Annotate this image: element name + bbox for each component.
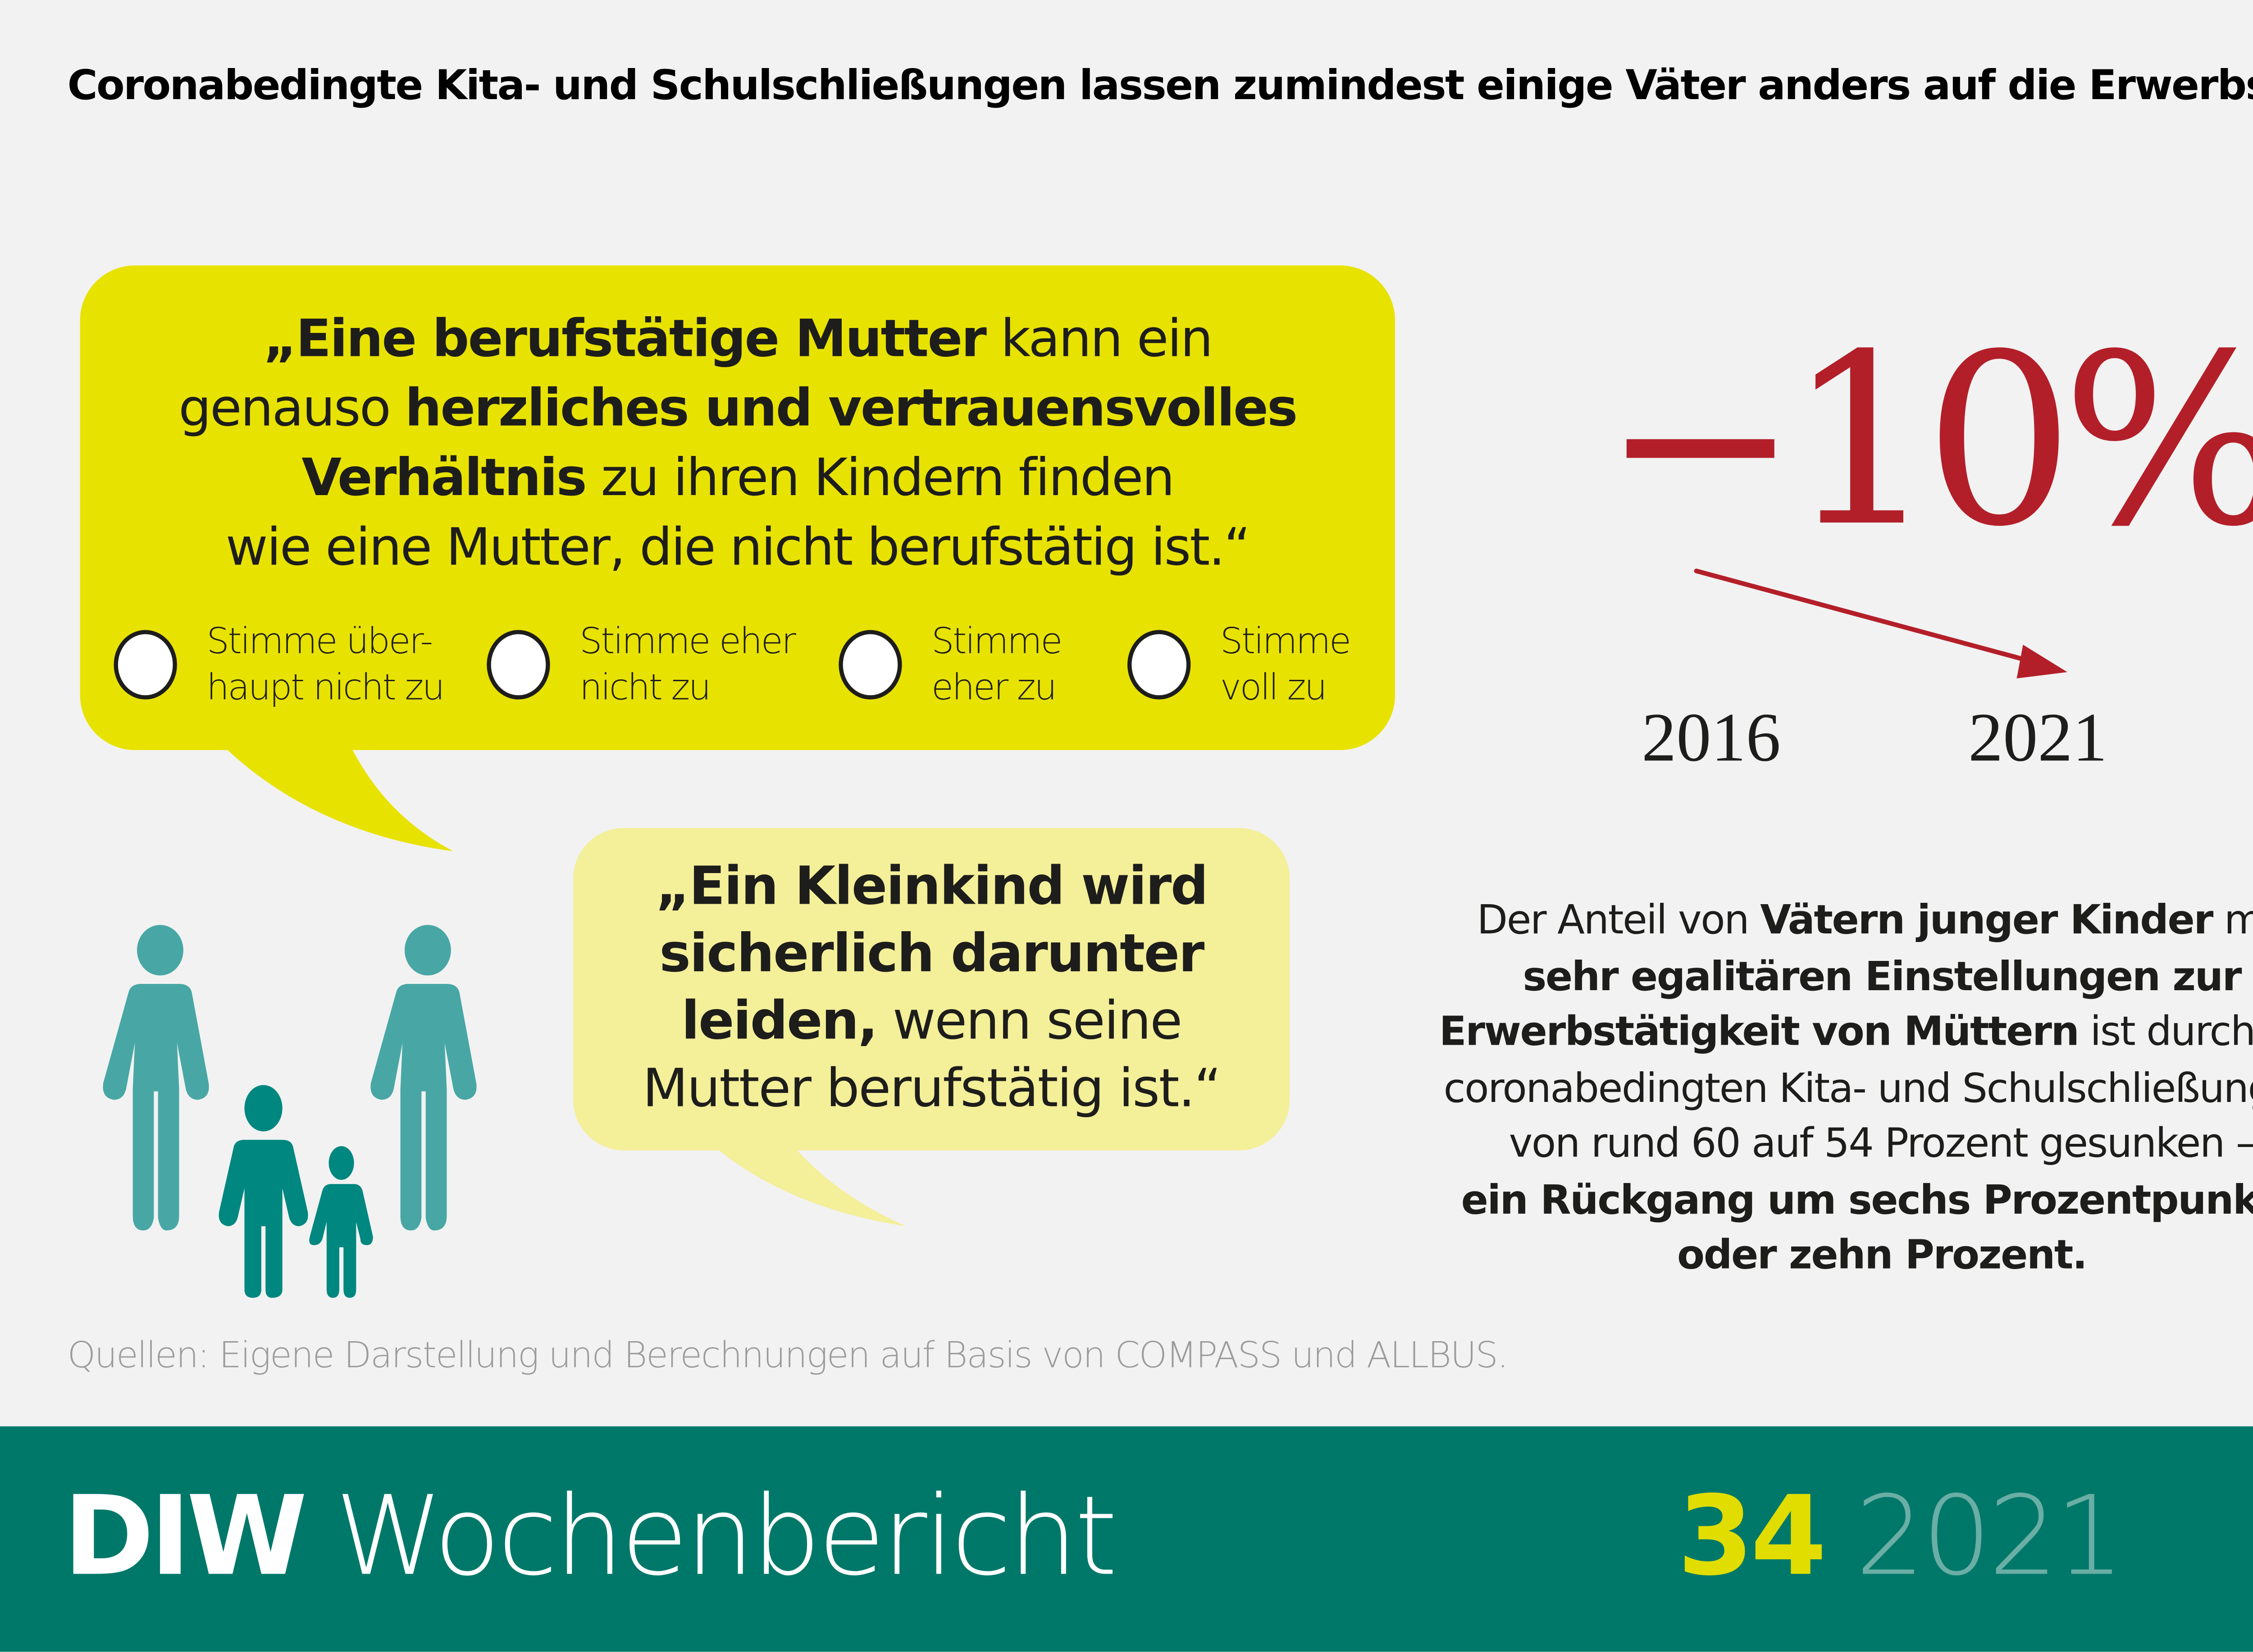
downward-trend-arrow-icon [1694, 569, 2067, 678]
bold-run: Erwerbstätigkeit von Müttern [1439, 1009, 2080, 1056]
publication-title: DIW Wochenbericht [63, 1469, 1117, 1608]
text-line: oder zehn Prozent. [1349, 1229, 2253, 1284]
bold-run: Verhältnis [301, 446, 587, 508]
percent-change-value: −10% [1601, 305, 2253, 580]
bold-run: sicherlich darunter [659, 923, 1204, 984]
radio-circle-icon[interactable] [487, 630, 550, 700]
footer-band: DIW Wochenbericht 34 2021 DIW BERLIN [0, 1426, 2253, 1652]
text-run: zu ihren Kindern finden [585, 446, 1175, 508]
text-run: ist durch die [2090, 1009, 2253, 1056]
text-line: Mutter berufstätig ist.“ [573, 1056, 1290, 1123]
bold-run: „Ein Kleinkind wird [655, 855, 1209, 917]
issue-label: 34 2021 [1677, 1469, 2125, 1608]
year-end: 2021 [1968, 701, 2107, 778]
text-line: genauso herzliches und vertrauensvolles [80, 373, 1395, 442]
speech-bubble-working-mother: „Eine berufstätige Mutter kann ein genaus… [80, 265, 1395, 750]
text-line: leiden, wenn seine [573, 988, 1290, 1056]
bold-run: sehr egalitären Einstellungen zur [1523, 953, 2242, 1000]
radio-circle-icon[interactable] [839, 630, 902, 700]
text-run: genauso [178, 377, 405, 438]
text-run: Der Anteil von [1477, 897, 1760, 944]
brand-wochenbericht: Wochenbericht [303, 1475, 1117, 1602]
radio-circle-icon[interactable] [1127, 630, 1191, 700]
quote-text: „Eine berufstätige Mutter kann ein genaus… [80, 303, 1395, 581]
bold-run: oder zehn Prozent. [1677, 1232, 2088, 1279]
text-run: coronabedingten Kita- und Schulschließun… [1443, 1065, 2253, 1111]
agreement-scale: Stimme über- haupt nicht zu Stimme eher … [114, 619, 1374, 725]
bold-run: ein Rückgang um sechs Prozentpunkte [1461, 1176, 2253, 1223]
radio-circle-icon[interactable] [114, 630, 177, 700]
text-run: wie eine Mutter, die nicht berufstätig i… [225, 516, 1251, 578]
text-line: Erwerbstätigkeit von Müttern ist durch d… [1349, 1005, 2253, 1061]
year-start: 2016 [1642, 701, 1781, 778]
text-line: „Eine berufstätige Mutter kann ein [80, 303, 1395, 373]
bubble-mid-tail [695, 1129, 906, 1226]
text-run: Mutter berufstätig ist.“ [642, 1057, 1222, 1119]
issue-year: 2021 [1824, 1475, 2125, 1602]
bold-run: Vätern junger Kinder [1760, 897, 2213, 944]
bold-run: leiden, [681, 990, 878, 1051]
text-line: sehr egalitären Einstellungen zur [1349, 949, 2253, 1005]
family-figures-left-icon [103, 925, 477, 1298]
explanation-text: Der Anteil von Vätern junger Kinder mits… [1349, 893, 2253, 1284]
text-line: ein Rückgang um sechs Prozentpunkte [1349, 1173, 2253, 1229]
text-line: wie eine Mutter, die nicht berufstätig i… [80, 512, 1395, 581]
text-run: wenn seine [877, 990, 1182, 1051]
page-title: Coronabedingte Kita- und Schulschließung… [67, 61, 2253, 110]
option-label: Stimme voll zu [1220, 621, 1351, 710]
text-line: Der Anteil von Vätern junger Kinder mit [1349, 893, 2253, 949]
issue-number: 34 [1677, 1475, 1827, 1602]
speech-bubble-toddler-suffers: „Ein Kleinkind wird sicherlich darunter le… [573, 828, 1290, 1151]
text-line: von rund 60 auf 54 Prozent gesunken – [1349, 1117, 2253, 1173]
text-line: sicherlich darunter [573, 921, 1290, 988]
text-line: coronabedingten Kita- und Schulschließun… [1349, 1061, 2253, 1117]
option-label: Stimme eher nicht zu [579, 621, 796, 710]
quote-text: „Ein Kleinkind wird sicherlich darunter le… [573, 853, 1290, 1123]
brand-diw: DIW [63, 1475, 307, 1602]
text-run: kann ein [985, 307, 1213, 369]
text-line: Verhältnis zu ihren Kindern finden [80, 442, 1395, 512]
text-run: von rund 60 auf 54 Prozent gesunken – [1509, 1121, 2253, 1167]
text-run: mit [2212, 897, 2253, 944]
option-label: Stimme eher zu [931, 621, 1063, 710]
source-note: Quellen: Eigene Darstellung und Berechnu… [67, 1336, 1509, 1378]
text-line: „Ein Kleinkind wird [573, 853, 1290, 921]
bold-run: herzliches und vertrauensvolles [405, 377, 1298, 438]
bold-run: „Eine berufstätige Mutter [263, 307, 987, 369]
option-label: Stimme über- haupt nicht zu [206, 621, 445, 710]
